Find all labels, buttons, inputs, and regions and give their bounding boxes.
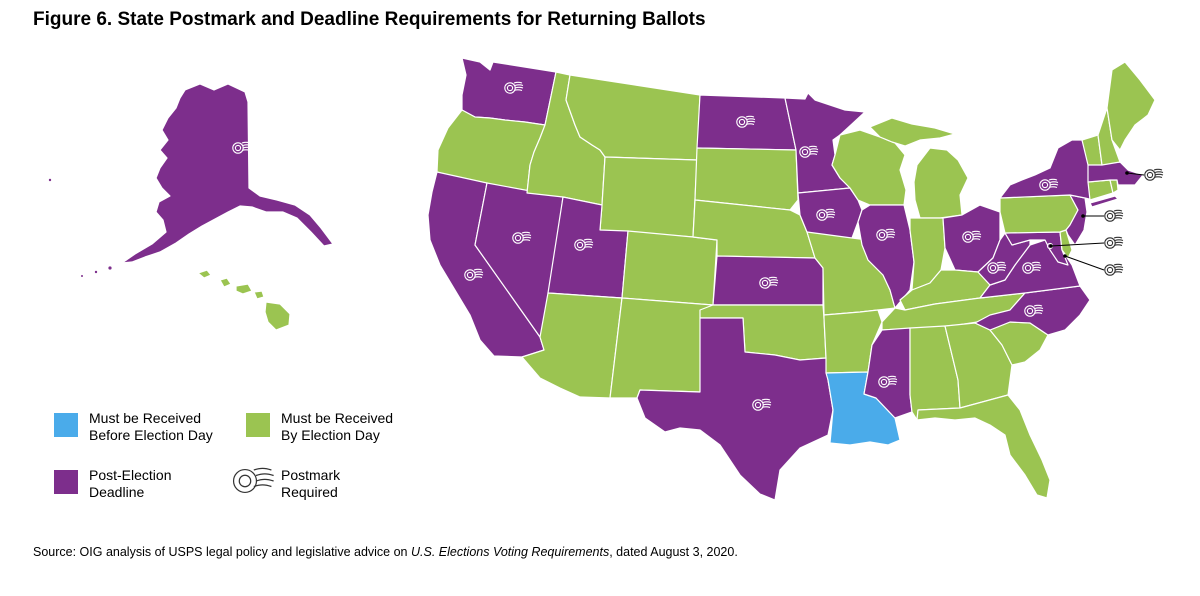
leader-line-DC — [1050, 242, 1105, 247]
state-MI — [913, 147, 969, 219]
leader-dot-MD — [1063, 254, 1067, 258]
hawaii-islands — [197, 269, 291, 331]
postmark-icon-NJ — [1104, 209, 1124, 222]
state-AK — [107, 265, 113, 271]
state-NH — [1097, 107, 1121, 166]
state-NY — [999, 139, 1094, 201]
legend-label-post-election-deadline: Post-Election Deadline — [89, 467, 172, 500]
figure-title: Figure 6. State Postmark and Deadline Re… — [33, 9, 706, 30]
state-FL — [916, 394, 1051, 499]
state-MI — [869, 117, 956, 147]
postmark-icon-MD — [1104, 263, 1124, 276]
state-HI — [235, 283, 253, 295]
state-TX — [636, 317, 834, 501]
postmark-icon-MA — [1144, 168, 1164, 181]
state-AK — [93, 269, 99, 275]
legend-label-by-election-day: Must be Received By Election Day — [281, 410, 394, 443]
leader-dot-NJ — [1081, 214, 1085, 218]
state-SD — [694, 147, 799, 211]
state-ME — [1106, 61, 1156, 151]
leader-line-MA — [1126, 172, 1145, 176]
state-CO — [621, 230, 718, 306]
state-HI — [253, 290, 265, 300]
state-WA — [461, 57, 557, 126]
state-HI — [219, 277, 232, 288]
state-KS — [712, 255, 824, 306]
leader-dot-DC — [1049, 244, 1053, 248]
postmark-icon-DC — [1104, 236, 1124, 249]
legend-swatch-by-election-day — [246, 413, 270, 437]
state-NM — [609, 297, 714, 399]
state-NJ — [1065, 194, 1088, 246]
postmark-icon — [232, 467, 274, 494]
legend-swatch-post-election-deadline — [54, 470, 78, 494]
state-PA — [999, 194, 1079, 234]
state-AK — [79, 273, 85, 279]
state-HI — [264, 301, 291, 331]
state-ND — [696, 94, 797, 151]
aleutian-islands — [47, 177, 113, 279]
source-note: Source: OIG analysis of USPS legal polic… — [33, 545, 738, 559]
state-AK — [47, 177, 53, 183]
legend-label-before-election-day: Must be Received Before Election Day — [89, 410, 213, 443]
leader-line-MD — [1064, 255, 1105, 271]
postmark-markers — [232, 81, 1164, 411]
state-WY — [599, 156, 698, 238]
state-NY — [1089, 195, 1119, 208]
state-HI — [197, 269, 212, 279]
legend-swatch-before-election-day — [54, 413, 78, 437]
leader-dot-MA — [1125, 171, 1129, 175]
state-AK — [121, 83, 334, 264]
state-MA — [1087, 161, 1144, 186]
legend-label-postmark-required: Postmark Required — [281, 467, 341, 500]
